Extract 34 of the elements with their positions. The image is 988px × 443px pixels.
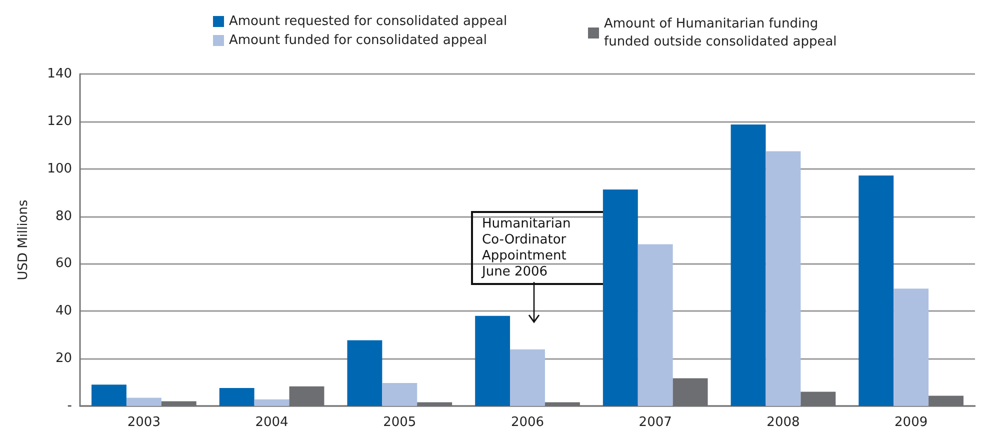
x-tick-label: 2008 [766,415,800,430]
y-tick-label: 120 [47,114,72,129]
bar [254,399,290,406]
bar [894,288,929,406]
y-tick-label: 60 [55,256,72,272]
bar [219,388,254,406]
x-tick-label: 2006 [510,415,544,430]
y-tick-label: 20 [55,351,72,366]
bar [475,316,510,406]
x-tick-label: 2003 [127,415,160,430]
y-axis-title: USD Millions [16,200,31,280]
bar [382,382,418,406]
legend-label: Amount funded for consolidated appeal [229,33,487,48]
bar [602,189,638,406]
y-tick-label: 100 [47,161,72,176]
bar [510,349,545,406]
x-tick-label: 2009 [894,415,928,430]
legend-label: Amount requested for consolidated appeal [229,14,508,29]
legend-label: Amount of Humanitarian funding funded outside consolidated appeal [604,16,837,50]
annotation: Humanitarian Co-Ordinator Appointment June 2006 [481,216,575,280]
x-tick-label: 2007 [638,415,672,430]
y-tick-label: 140 [47,66,72,82]
x-tick-label: 2005 [383,415,416,430]
bar [858,175,894,406]
y-tick-label: 80 [55,208,72,224]
y-tick-label: - [67,398,72,414]
bar [766,151,801,406]
bar [126,398,162,406]
bar [92,384,126,406]
bar [347,340,382,406]
bar [638,244,673,406]
x-tick-label: 2004 [255,415,288,430]
bar [730,124,766,406]
y-tick-label: 40 [55,304,72,319]
